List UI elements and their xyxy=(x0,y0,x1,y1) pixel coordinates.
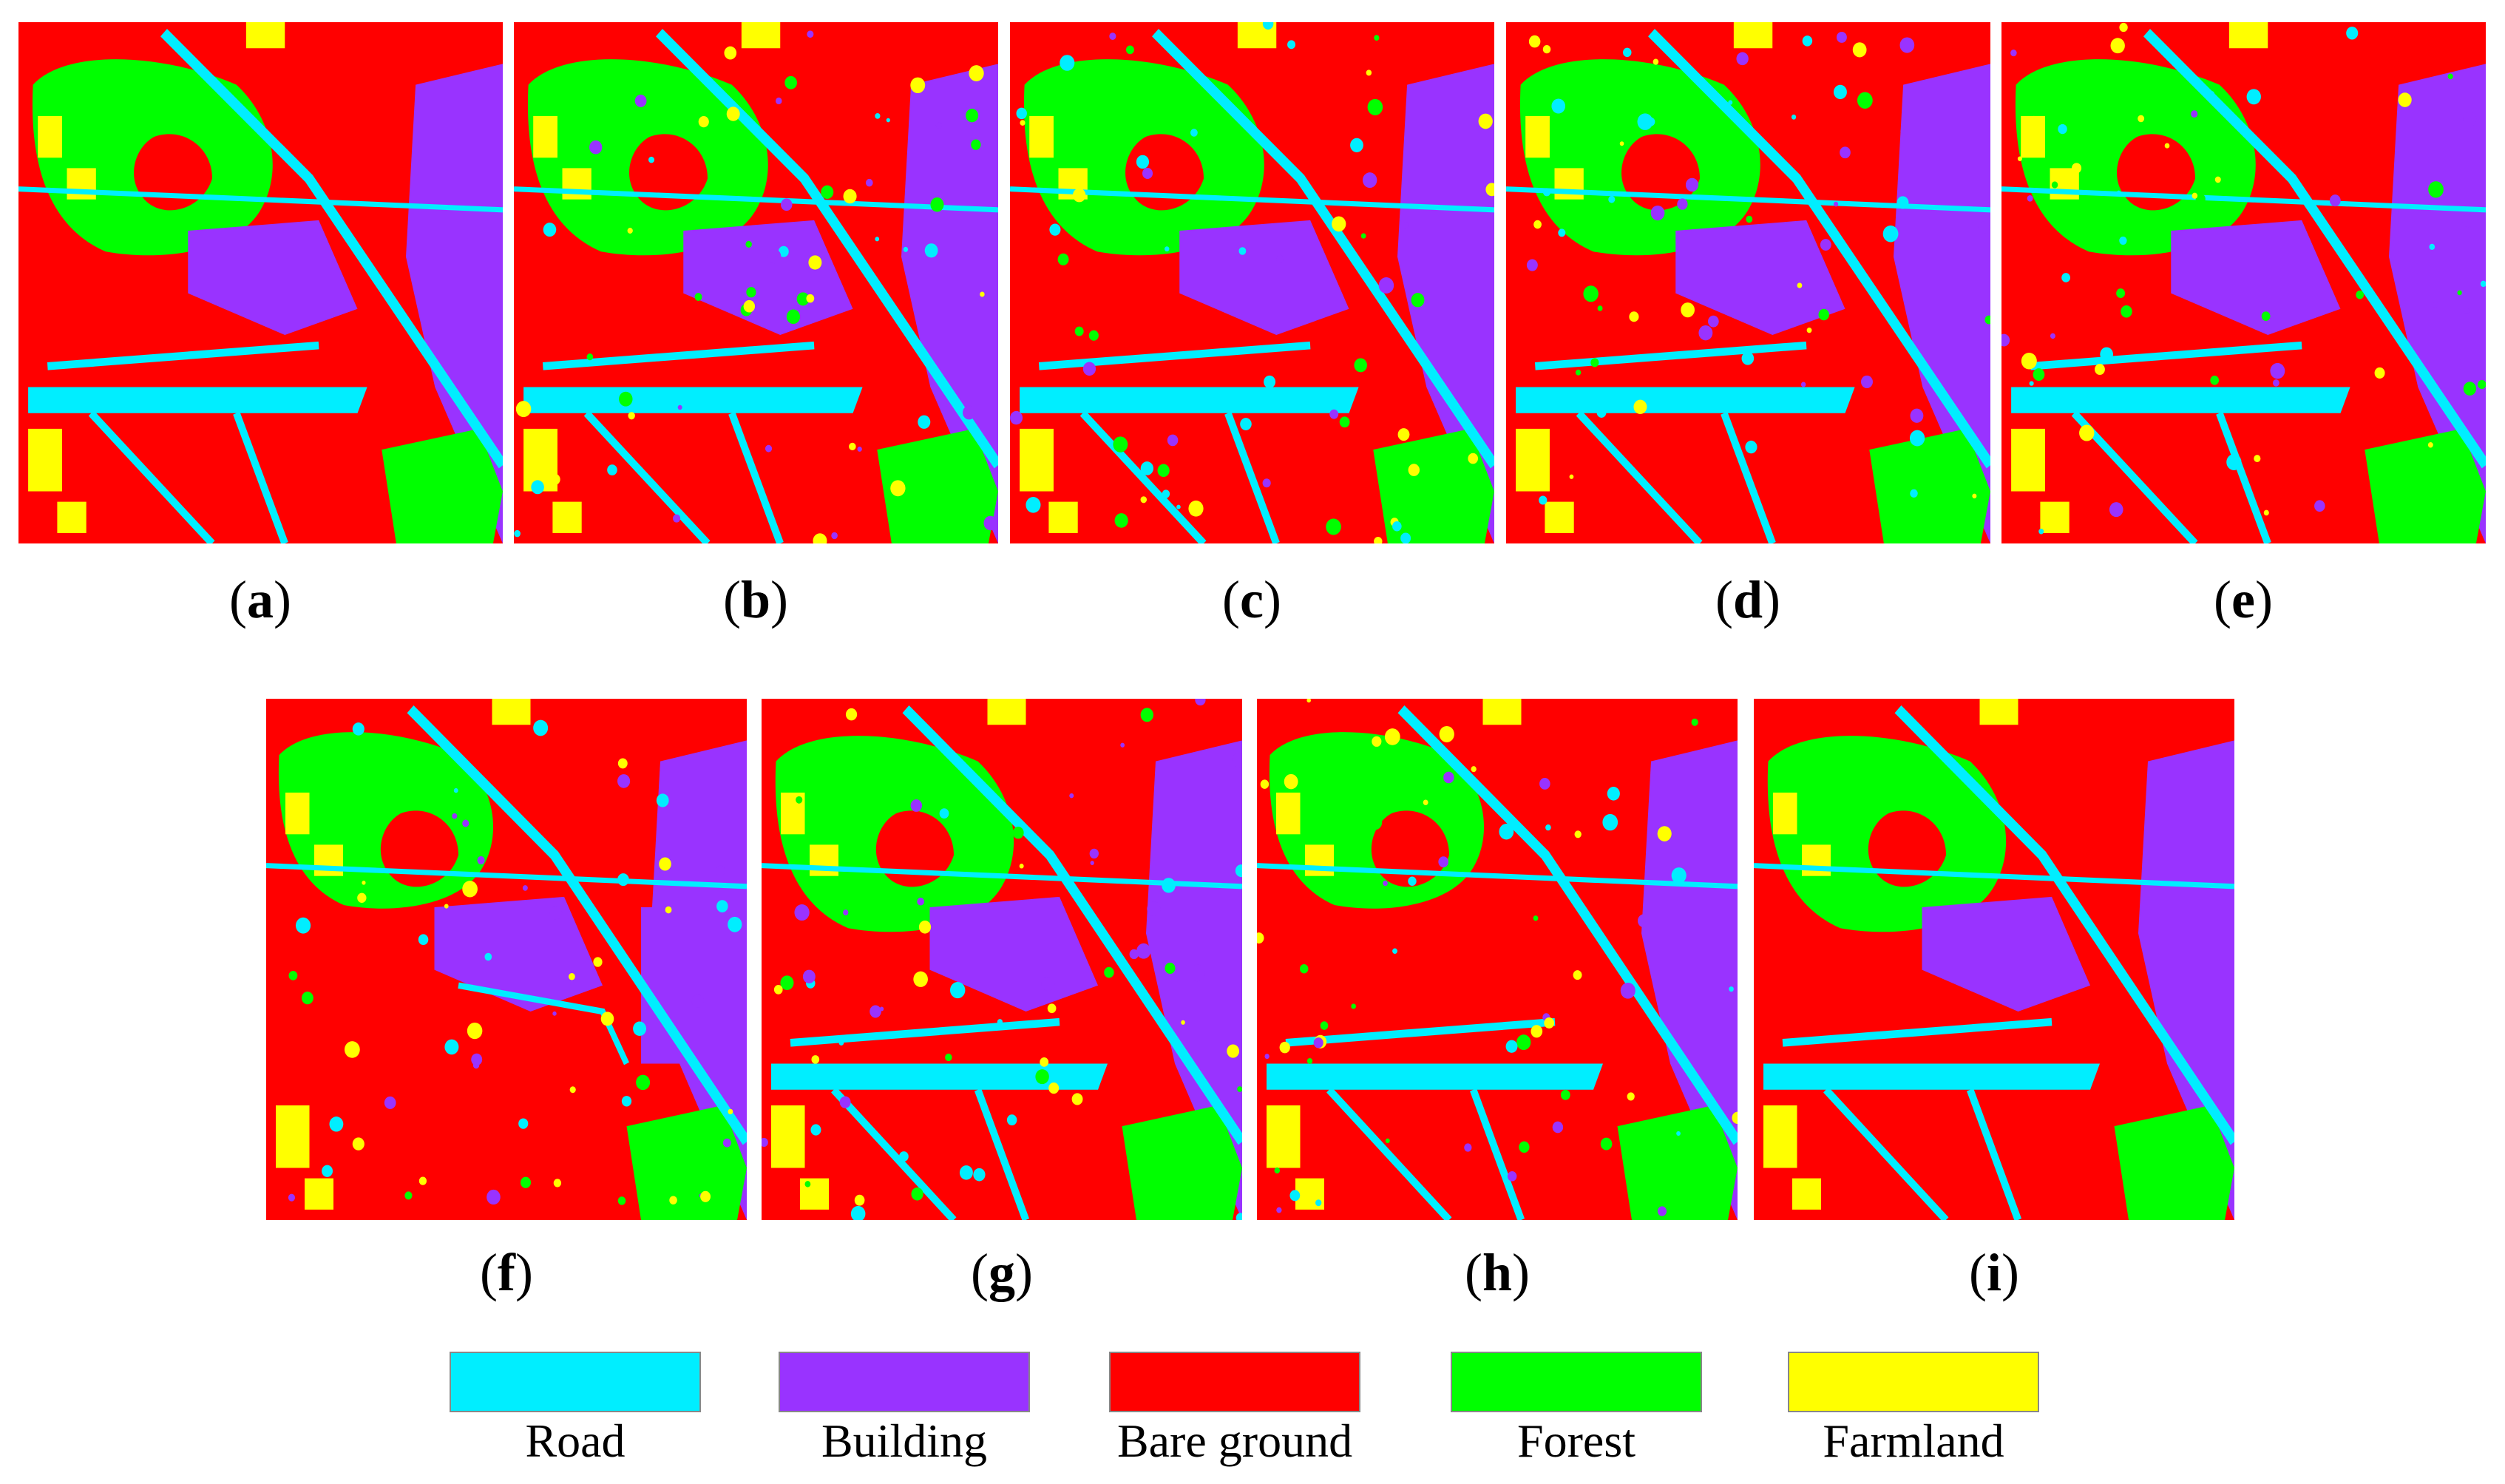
caption-h: (h) xyxy=(1464,1243,1530,1302)
map-panel-f xyxy=(266,699,747,1220)
legend-swatch-forest xyxy=(1451,1352,1702,1412)
caption-i: (i) xyxy=(1969,1243,2019,1302)
map-panel-g xyxy=(762,699,1242,1220)
caption-d: (d) xyxy=(1715,570,1780,629)
legend-swatch-road xyxy=(450,1352,701,1412)
map-panel-e xyxy=(2001,22,2486,543)
map-panel-b xyxy=(514,22,998,543)
map-panel-a xyxy=(18,22,503,543)
legend-label-farmland: Farmland xyxy=(1823,1414,2004,1467)
map-panel-d xyxy=(1506,22,1990,543)
legend-label-bare-ground: Bare ground xyxy=(1116,1414,1353,1467)
legend-swatch-farmland xyxy=(1788,1352,2039,1412)
caption-e: (e) xyxy=(2214,570,2273,629)
legend-swatch-bare-ground xyxy=(1109,1352,1360,1412)
legend-swatch-building xyxy=(779,1352,1030,1412)
legend-label-road: Road xyxy=(525,1414,626,1467)
map-panel-h xyxy=(1257,699,1738,1220)
caption-f: (f) xyxy=(480,1243,533,1302)
legend-label-forest: Forest xyxy=(1517,1414,1635,1467)
legend-label-building: Building xyxy=(821,1414,988,1467)
map-panel-i xyxy=(1754,699,2234,1220)
map-panel-c xyxy=(1010,22,1494,543)
caption-b: (b) xyxy=(722,570,788,629)
caption-a: (a) xyxy=(229,570,291,629)
caption-c: (c) xyxy=(1222,570,1281,629)
caption-g: (g) xyxy=(971,1243,1033,1302)
